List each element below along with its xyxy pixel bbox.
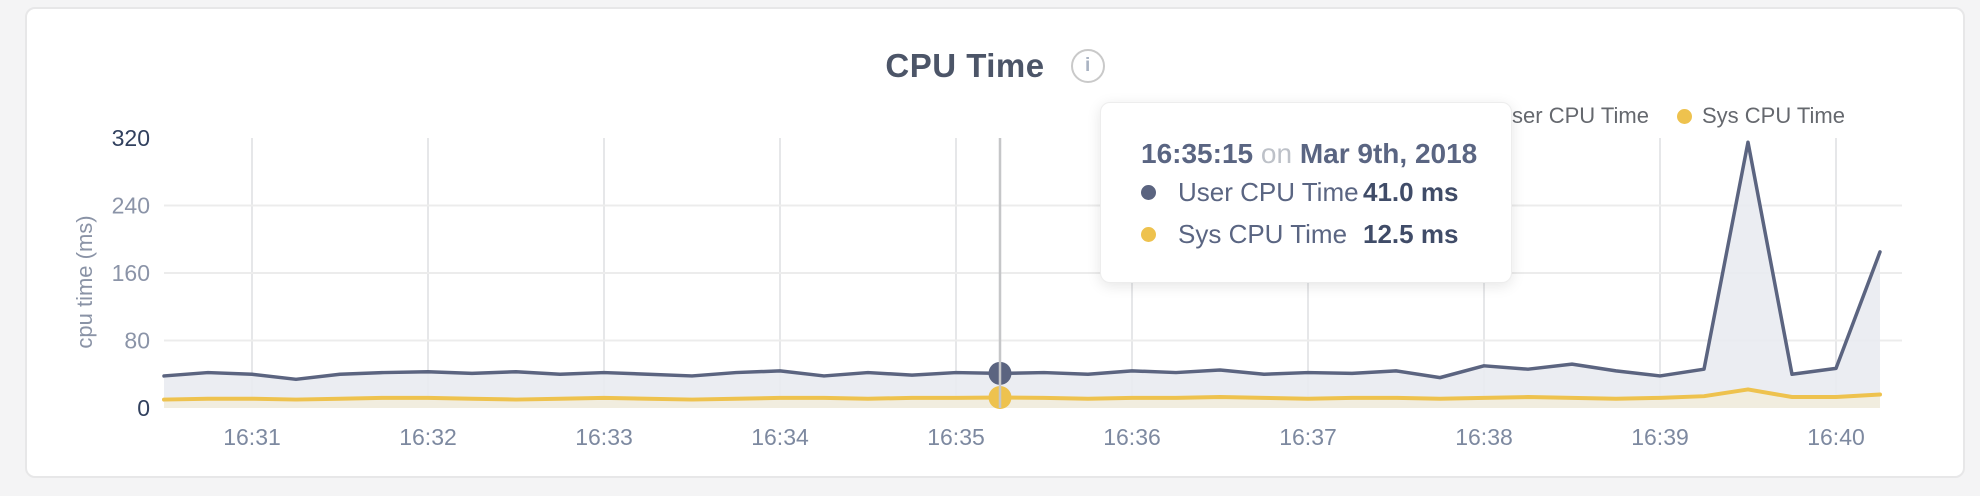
tooltip-value-user: 41.0 ms: [1363, 176, 1459, 207]
y-tick-label-320: 320: [112, 125, 150, 151]
tooltip-label-sys: Sys CPU Time: [1178, 218, 1348, 249]
x-tick-label-16:34: 16:34: [751, 424, 809, 450]
chart-tooltip: 16:35:15 on Mar 9th, 2018 User CPU Time …: [1100, 102, 1512, 283]
y-tick-label-240: 240: [112, 193, 150, 219]
x-tick-label-16:39: 16:39: [1631, 424, 1689, 450]
legend-label-sys: Sys CPU Time: [1701, 103, 1845, 128]
chart-title: CPU Time: [885, 47, 1045, 84]
tooltip-timestamp: 16:35:15 on Mar 9th, 2018: [1101, 103, 1511, 171]
legend-label-user: User CPU Time: [1496, 103, 1649, 128]
y-tick-label-160: 160: [112, 260, 150, 286]
tooltip-label-user: User CPU Time: [1178, 176, 1359, 207]
tooltip-time: 16:35:15: [1141, 138, 1254, 169]
legend-item-sys-cpu-time[interactable]: Sys CPU Time: [1676, 103, 1845, 129]
x-tick-label-16:40: 16:40: [1807, 424, 1865, 450]
x-tick-label-16:35: 16:35: [927, 424, 985, 450]
x-tick-label-16:38: 16:38: [1455, 424, 1513, 450]
legend: User CPU Time Sys CPU Time: [1471, 103, 1845, 129]
x-tick-label-16:31: 16:31: [223, 424, 281, 450]
x-tick-label-16:32: 16:32: [399, 424, 457, 450]
x-tick-label-16:37: 16:37: [1279, 424, 1337, 450]
tooltip-row-sys: Sys CPU Time 12.5 ms: [1101, 213, 1511, 255]
tooltip-dot-user-icon: [1141, 184, 1156, 200]
info-icon[interactable]: i: [1070, 49, 1105, 83]
y-tick-label-0: 0: [137, 395, 150, 421]
user-cpu-line: [162, 140, 1882, 382]
title-row: CPU Time i: [27, 47, 1963, 85]
user-cpu-area: [164, 142, 1880, 408]
legend-dot-sys-icon: [1676, 108, 1692, 124]
tooltip-date: Mar 9th, 2018: [1299, 138, 1478, 169]
tooltip-row-user: User CPU Time 41.0 ms: [1101, 171, 1511, 213]
tooltip-dot-sys-icon: [1141, 226, 1156, 242]
y-tick-label-80: 80: [124, 328, 150, 354]
x-tick-label-16:33: 16:33: [575, 424, 633, 450]
sys-cpu-line: [162, 387, 1882, 402]
tooltip-on-word: on: [1260, 138, 1293, 169]
tooltip-value-sys: 12.5 ms: [1363, 218, 1459, 249]
x-tick-label-16:36: 16:36: [1103, 424, 1161, 450]
